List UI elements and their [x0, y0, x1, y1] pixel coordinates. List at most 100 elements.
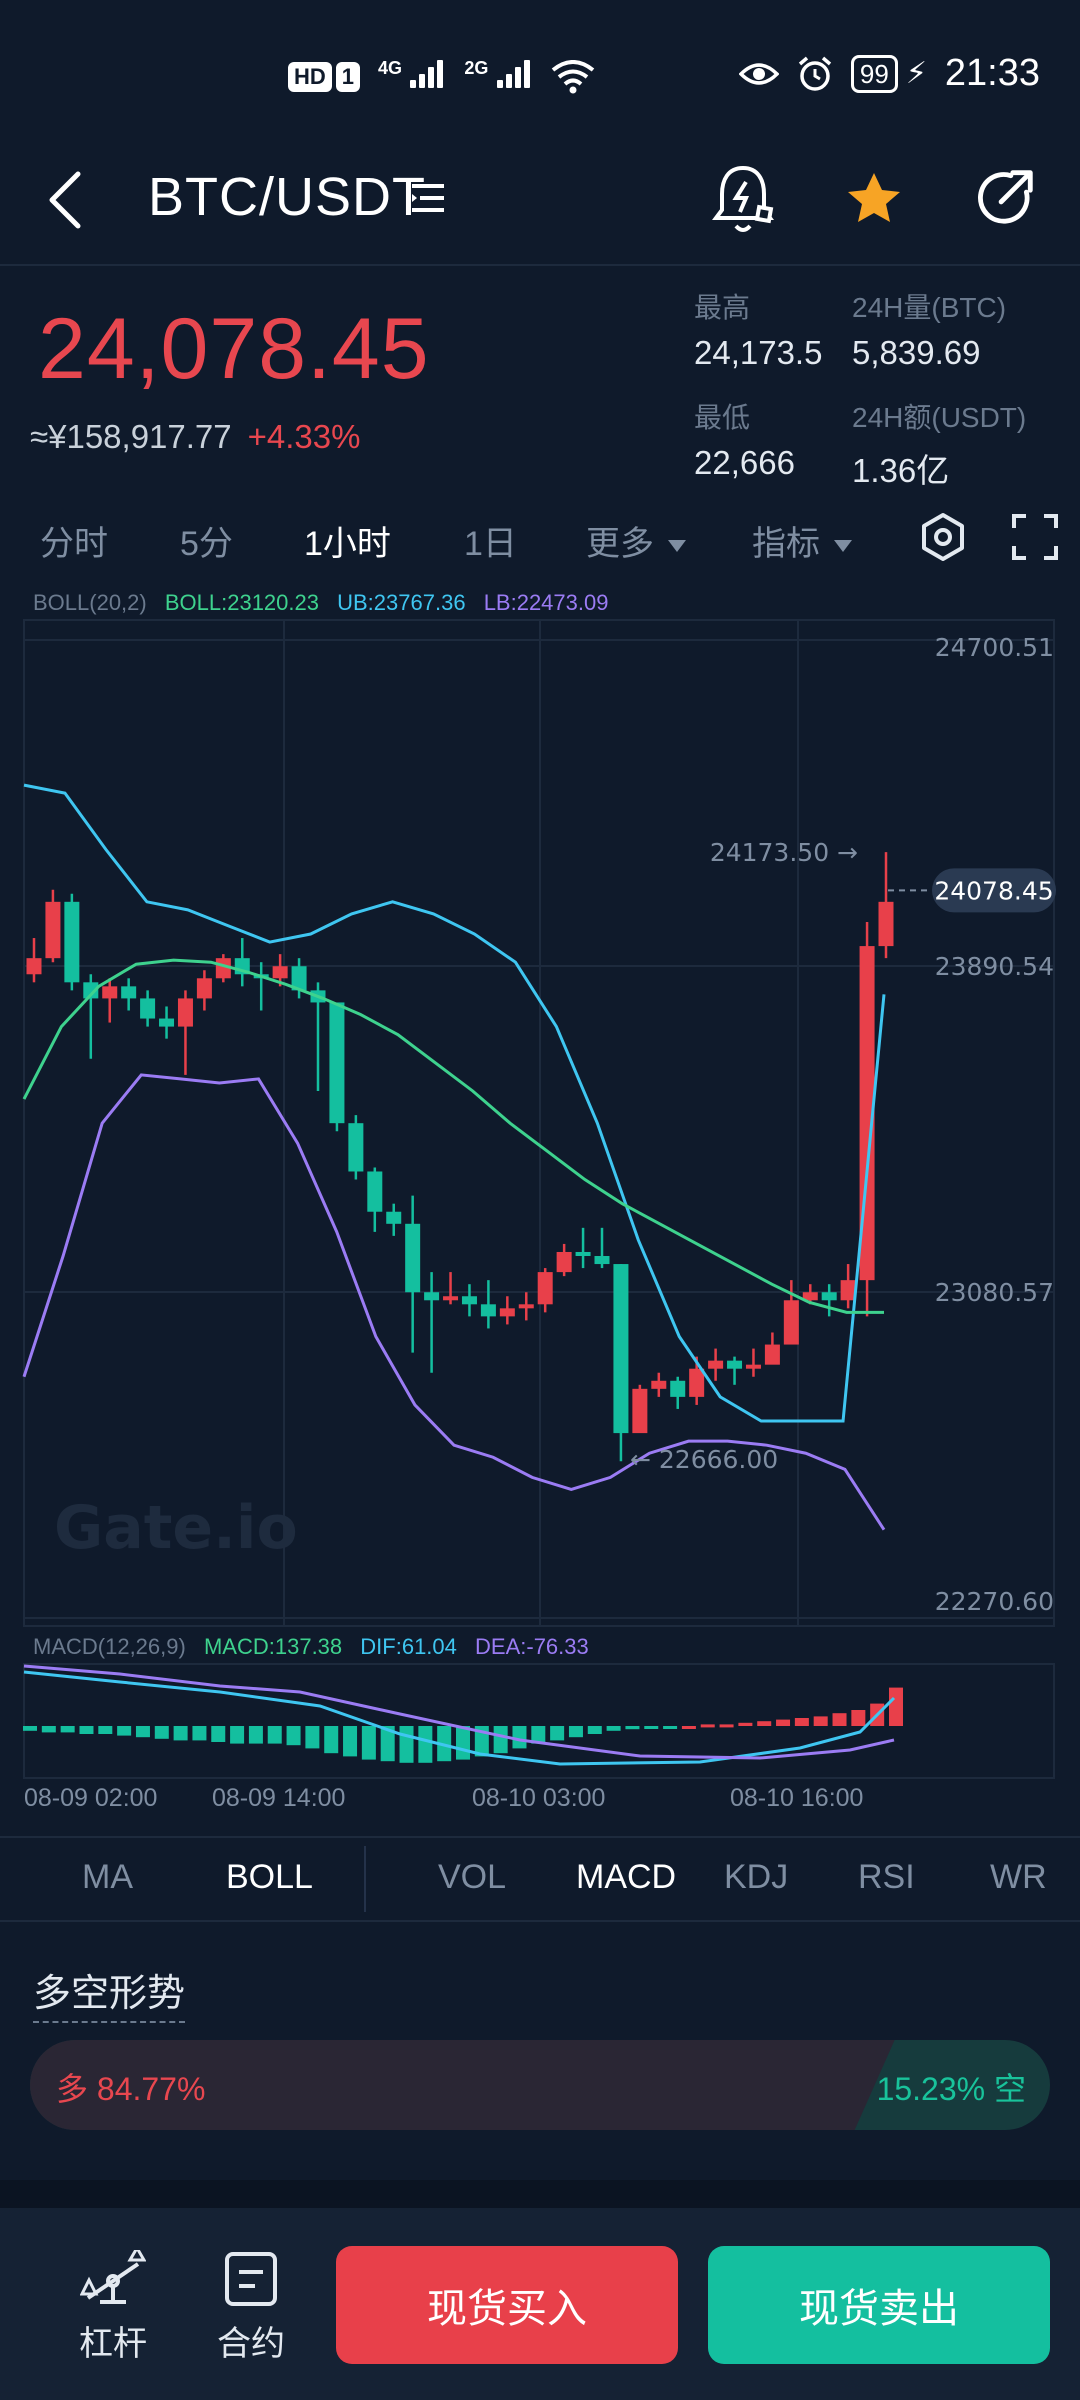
- macd-legend-name: MACD(12,26,9): [33, 1634, 186, 1659]
- time-label: 08-10 03:00: [472, 1784, 606, 1812]
- tab-1hour[interactable]: 1小时: [304, 525, 391, 563]
- macd-legend-dea: DEA:-76.33: [475, 1634, 589, 1659]
- macd-bar: [757, 1721, 772, 1726]
- time-label: 08-10 16:00: [730, 1784, 864, 1812]
- candle-body: [159, 1018, 175, 1027]
- spot-sell-button[interactable]: 现货卖出: [708, 2246, 1050, 2364]
- time-label: 08-09 02:00: [24, 1784, 158, 1812]
- boll-legend-name: BOLL(20,2): [33, 590, 147, 615]
- tab-timeshare[interactable]: 分时: [40, 525, 108, 563]
- macd-bar: [889, 1687, 903, 1726]
- current-price-tag-bg: [932, 868, 1056, 913]
- macd-bar: [418, 1726, 433, 1763]
- macd-legend: MACD(12,26,9) MACD:137.38 DIF:61.04 DEA:…: [33, 1634, 601, 1660]
- candle-body: [840, 1280, 856, 1301]
- macd-chart: [23, 1663, 1055, 1779]
- macd-bar: [117, 1726, 132, 1736]
- tab-rsi[interactable]: RSI: [858, 1858, 915, 1896]
- macd-bar: [23, 1726, 37, 1731]
- price-axis-label: 22270.60: [935, 1587, 1054, 1616]
- macd-bar: [587, 1726, 602, 1734]
- macd-bar: [211, 1726, 226, 1742]
- watermark: Gate.io: [54, 1493, 298, 1563]
- candle-body: [367, 1171, 383, 1212]
- price-alert-icon[interactable]: [708, 160, 778, 240]
- hd-badge: HD: [288, 62, 332, 92]
- contract-icon: [225, 2252, 277, 2306]
- candle-body: [670, 1380, 686, 1397]
- tab-5min[interactable]: 5分: [180, 525, 233, 563]
- fullscreen-icon[interactable]: [1010, 512, 1060, 562]
- candle-body: [613, 1264, 629, 1434]
- tab-vol[interactable]: VOL: [438, 1858, 507, 1896]
- boll-bands: [22, 783, 886, 1531]
- macd-bar: [192, 1726, 207, 1741]
- candle-body: [594, 1256, 610, 1265]
- spot-buy-button[interactable]: 现货买入: [336, 2246, 678, 2364]
- macd-bar: [568, 1726, 583, 1738]
- macd-bar: [324, 1726, 339, 1754]
- candle-body: [821, 1292, 837, 1301]
- stat-volume-label: 24H量(BTC): [852, 292, 1007, 323]
- pair-title[interactable]: BTC/USDT: [148, 167, 426, 227]
- candle-body: [140, 998, 156, 1019]
- chevron-down-icon: [668, 540, 686, 553]
- candle-body: [83, 982, 99, 999]
- candle-body: [196, 978, 212, 999]
- candle-body: [745, 1364, 761, 1369]
- tab-kdj[interactable]: KDJ: [724, 1858, 789, 1896]
- macd-bar: [813, 1716, 828, 1726]
- leverage-button[interactable]: 杠杆: [68, 2250, 158, 2365]
- tab-more[interactable]: 更多: [586, 516, 686, 565]
- macd-bar: [644, 1726, 659, 1729]
- sim-badge: 1: [335, 62, 361, 92]
- candle-body: [783, 1300, 799, 1345]
- macd-bar: [625, 1726, 640, 1730]
- last-price: 24,078.45: [38, 301, 430, 397]
- tab-wr[interactable]: WR: [990, 1858, 1047, 1896]
- macd-bar: [832, 1713, 847, 1726]
- candle-body: [102, 986, 118, 999]
- macd-bar: [851, 1710, 866, 1726]
- price-block: 24,078.45: [38, 300, 430, 399]
- sentiment-title[interactable]: 多空形势: [33, 1962, 186, 2023]
- share-icon[interactable]: [970, 162, 1040, 234]
- tab-boll[interactable]: BOLL: [226, 1858, 313, 1896]
- candle-body: [878, 901, 894, 947]
- contract-button[interactable]: 合约: [206, 2250, 296, 2365]
- star-icon[interactable]: [842, 164, 906, 234]
- macd-bar: [230, 1726, 245, 1744]
- sentiment-long-label: 多 84.77%: [56, 2071, 206, 2107]
- back-icon[interactable]: [38, 160, 98, 240]
- tab-macd[interactable]: MACD: [576, 1858, 677, 1896]
- candle-body: [64, 901, 80, 983]
- pair-menu-icon[interactable]: [408, 178, 448, 218]
- boll-upper-line: [23, 783, 886, 1423]
- scale-icon: [80, 2250, 146, 2304]
- bottom-bar: 杠杆 合约 现货买入 现货卖出: [0, 2208, 1080, 2400]
- price-axis-label: 24700.51: [935, 633, 1054, 662]
- candle-body: [121, 986, 137, 999]
- candle-body: [480, 1304, 496, 1317]
- candle-body: [556, 1251, 572, 1273]
- tab-ma[interactable]: MA: [82, 1858, 133, 1896]
- macd-dea-line: [23, 1664, 895, 1760]
- macd-bar: [267, 1726, 282, 1744]
- period-tabs: 分时 5分 1小时 1日 更多 指标: [0, 508, 1080, 572]
- indicator-tabs: MA BOLL VOL MACD KDJ RSI WR: [0, 1836, 1080, 1922]
- chart-settings-icon[interactable]: [918, 512, 968, 562]
- stat-amount: 24H额(USDT) 1.36亿: [852, 396, 1026, 492]
- tab-1day[interactable]: 1日: [464, 525, 517, 563]
- chart-grid: [23, 619, 1055, 1627]
- net1-label: 4G: [378, 58, 403, 78]
- tab-indicators[interactable]: 指标: [752, 516, 852, 565]
- macd-bar: [794, 1718, 809, 1726]
- candle-body: [802, 1292, 818, 1301]
- candlestick-chart[interactable]: Gate.io 24700.51 23890.54 23080.57 22270.60…: [0, 618, 1080, 1628]
- candles: [26, 852, 894, 1462]
- time-axis: 08-09 02:00 08-09 14:00 08-10 03:00 08-1…: [0, 1784, 1080, 1824]
- macd-bar: [399, 1726, 414, 1763]
- change-percent: +4.33%: [247, 418, 361, 455]
- candle-body: [651, 1380, 667, 1389]
- contract-label: 合约: [217, 2325, 285, 2363]
